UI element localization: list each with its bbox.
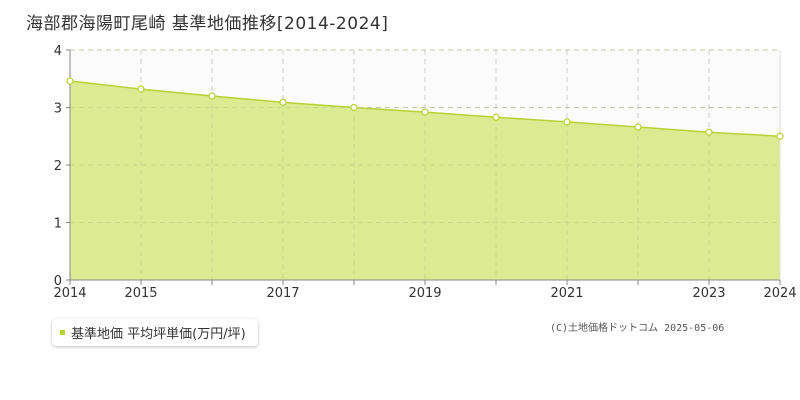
data-points [66,77,784,140]
legend: 基準地価 平均坪単価(万円/坪) [52,319,258,346]
y-tick-label: 4 [54,44,62,59]
data-point [776,132,784,140]
legend-swatch [60,330,65,335]
data-point [421,108,429,116]
data-point [350,103,358,112]
chart-title: 海部郡海陽町尾崎 基準地価推移[2014-2024] [26,14,389,34]
data-point [137,85,145,93]
series-area [70,81,780,280]
y-tick-label: 1 [54,217,62,232]
data-point [563,118,571,126]
legend-label: 基準地価 平均坪単価(万円/坪) [71,327,246,342]
x-tick-label: 2017 [266,286,299,301]
y-tick-label: 2 [54,159,62,174]
data-point [279,98,287,106]
x-tick-label: 2023 [692,286,725,301]
credit-text: (C)土地価格ドットコム 2025-05-06 [550,323,725,334]
x-tick-label: 2021 [550,286,583,301]
data-point [208,92,216,100]
y-tick-label: 0 [54,274,62,289]
tick-labels: 0 1 2 3 4 2014 2015 2017 2019 2021 2023 2024 [53,44,796,301]
x-tick-label: 2024 [763,286,796,301]
x-tick-label: 2019 [408,286,441,301]
data-point [66,77,74,85]
data-point [705,128,713,136]
y-tick-label: 3 [54,102,62,117]
x-tick-label: 2015 [124,286,157,301]
axes [66,49,781,285]
x-tick-label: 2014 [53,286,86,301]
data-point [634,123,642,131]
area-layer [69,49,781,280]
data-point [492,113,500,121]
